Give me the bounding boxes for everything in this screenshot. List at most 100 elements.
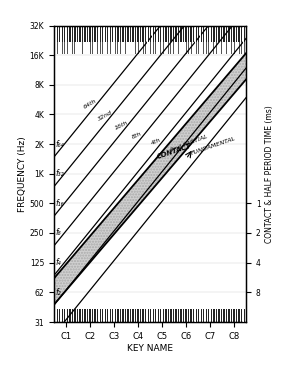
Bar [188,26,189,42]
Bar [120,26,121,42]
Bar [145,26,146,42]
Bar [67,42,68,54]
Bar [135,26,136,42]
Text: f₄: f₄ [55,258,61,267]
Bar [140,309,141,322]
Bar [190,309,192,322]
Bar [61,309,63,322]
Text: f₂: f₂ [55,288,61,297]
Bar [244,309,245,322]
Bar [125,26,126,42]
Bar [231,42,232,54]
Bar [54,26,56,42]
Bar [145,42,146,54]
Text: f₈: f₈ [55,228,61,238]
Bar [238,26,240,42]
Bar [59,26,60,42]
Bar [87,309,88,322]
Bar [203,26,204,42]
Bar [137,26,139,42]
Bar [138,42,139,54]
Bar [148,26,149,42]
Bar [185,26,187,42]
Bar [168,26,169,42]
Bar [89,26,91,42]
Bar [57,42,58,54]
Bar [218,309,220,322]
Bar [145,309,146,322]
Bar [190,26,192,42]
Bar [120,309,121,322]
Bar [137,309,139,322]
Bar [175,309,177,322]
Bar [241,309,242,322]
Text: f₆₄: f₆₄ [55,139,64,149]
Bar [72,26,73,42]
Bar [213,309,214,322]
Bar [112,309,113,322]
Bar [127,26,129,42]
Bar [102,309,104,322]
Bar [218,26,220,42]
Bar [125,42,126,54]
Bar [64,309,65,322]
Bar [226,42,227,54]
Bar [69,26,70,42]
Bar [200,309,202,322]
Bar [97,26,98,42]
Text: 2nd PARTIAL: 2nd PARTIAL [169,134,208,153]
Bar [59,309,60,322]
Bar [107,309,108,322]
Bar [178,42,179,54]
Bar [223,26,225,42]
Bar [183,26,184,42]
Bar [107,26,108,42]
Bar [160,26,161,42]
Bar [67,26,68,42]
Bar [117,42,118,54]
Bar [122,26,124,42]
Bar [160,309,161,322]
Bar [110,309,111,322]
Bar [221,309,222,322]
Bar [213,26,214,42]
Bar [143,42,144,54]
Bar [168,309,169,322]
Bar [213,42,214,54]
Bar [150,309,152,322]
Bar [165,26,166,42]
Bar [72,42,73,54]
Bar [168,42,169,54]
Bar [87,26,88,42]
Bar [127,309,129,322]
Bar [117,26,119,42]
Bar [148,309,149,322]
Bar [142,309,144,322]
Bar [85,42,86,54]
Bar [64,26,65,42]
Bar [203,42,204,54]
Bar [196,309,197,322]
Bar [125,309,126,322]
Bar [170,26,172,42]
Bar [122,309,124,322]
Bar [165,309,166,322]
Bar [152,309,154,322]
Bar [120,42,121,54]
Bar [54,42,55,54]
Bar [170,42,171,54]
Bar [82,26,83,42]
Bar [233,26,235,42]
Bar [102,26,104,42]
Bar [92,309,93,322]
Bar [74,42,75,54]
Bar [79,26,81,42]
Bar [180,26,182,42]
Bar [173,26,174,42]
Bar [94,26,96,42]
Bar [239,42,240,54]
Bar [198,26,200,42]
Bar [158,26,159,42]
Bar [140,26,141,42]
Bar [67,309,68,322]
